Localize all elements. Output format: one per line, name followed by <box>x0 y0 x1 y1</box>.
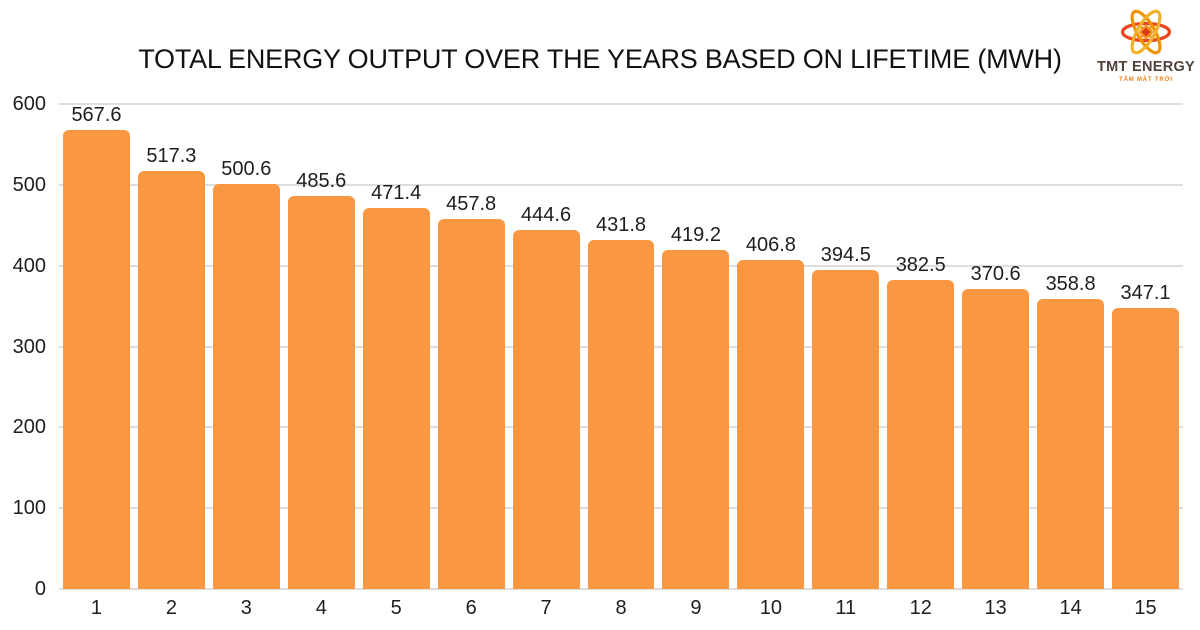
bar <box>1112 308 1179 589</box>
bar-value-label: 517.3 <box>146 144 197 167</box>
x-axis-tick-label: 11 <box>835 597 857 619</box>
brand-logo: TMT ENERGY TẤM MẶT TRỜI <box>1094 6 1198 83</box>
x-axis-tick-label: 9 <box>690 597 702 619</box>
bar-value-label: 444.6 <box>521 203 572 226</box>
bar <box>437 218 505 589</box>
x-axis-tick-label: 6 <box>465 597 477 619</box>
bar <box>287 196 355 589</box>
y-axis-tick-label: 300 <box>12 335 46 358</box>
bar-value-label: 431.8 <box>595 213 647 236</box>
bar-value-label: 500.6 <box>221 158 272 181</box>
bar <box>63 130 130 589</box>
bar <box>887 279 955 589</box>
bar <box>962 289 1030 589</box>
x-axis-tick-label: 7 <box>540 597 552 619</box>
brand-name: TMT ENERGY <box>1096 59 1196 75</box>
bar-value-label: 394.5 <box>820 244 871 267</box>
x-axis-tick-label: 8 <box>615 597 627 619</box>
x-axis-tick-label: 14 <box>1059 597 1082 619</box>
brand-tagline: TẤM MẶT TRỜI <box>1119 76 1173 83</box>
sun-core-icon <box>1138 24 1154 40</box>
x-axis-tick-label: 10 <box>759 597 782 619</box>
x-axis-tick-label: 4 <box>315 597 327 619</box>
x-axis-tick-label: 2 <box>165 597 177 619</box>
bar-value-label: 358.8 <box>1045 272 1096 295</box>
x-axis-tick-label: 3 <box>240 597 252 619</box>
x-axis-tick-label: 13 <box>984 597 1007 619</box>
x-axis-tick-label: 12 <box>909 597 932 619</box>
bar-value-label: 347.1 <box>1120 282 1171 305</box>
x-axis-tick-label: 1 <box>90 597 103 619</box>
atom-icon <box>1120 9 1172 55</box>
bar <box>1037 298 1105 589</box>
bar <box>587 239 655 589</box>
bar <box>512 229 580 589</box>
y-axis-tick-label: 200 <box>12 416 46 439</box>
gridline <box>59 103 1183 105</box>
y-axis-tick-label: 500 <box>12 173 46 196</box>
gridline <box>59 183 1183 186</box>
y-axis-tick-label: 0 <box>34 578 46 600</box>
bar-value-label: 406.8 <box>745 234 796 257</box>
y-axis-tick-label: 600 <box>12 93 46 115</box>
x-axis-tick-label: 15 <box>1134 597 1157 619</box>
bar-chart-plot: 0 100 200 300 400 500 600 567.6 1 517.3 2 500.6 3 485… <box>13 93 1183 619</box>
x-axis-tick-label: 5 <box>390 597 402 619</box>
bar-value-label: 382.5 <box>895 253 946 276</box>
bar <box>812 270 880 589</box>
gridline <box>59 588 1183 590</box>
bar <box>362 207 430 589</box>
bar <box>737 260 805 589</box>
y-axis-tick-label: 400 <box>12 254 46 277</box>
chart-title: TOTAL ENERGY OUTPUT OVER THE YEARS BASED… <box>138 44 1062 74</box>
bar-value-label: 419.2 <box>670 224 721 247</box>
bar-value-label: 567.6 <box>71 104 122 127</box>
bar <box>662 250 730 589</box>
y-axis-tick-label: 100 <box>12 497 46 520</box>
bar <box>137 170 205 589</box>
bar-value-label: 457.8 <box>446 192 497 215</box>
bar-value-label: 370.6 <box>970 263 1021 286</box>
bar-value-label: 471.4 <box>371 181 422 204</box>
bar-value-label: 485.6 <box>296 170 347 193</box>
bar <box>212 184 280 589</box>
